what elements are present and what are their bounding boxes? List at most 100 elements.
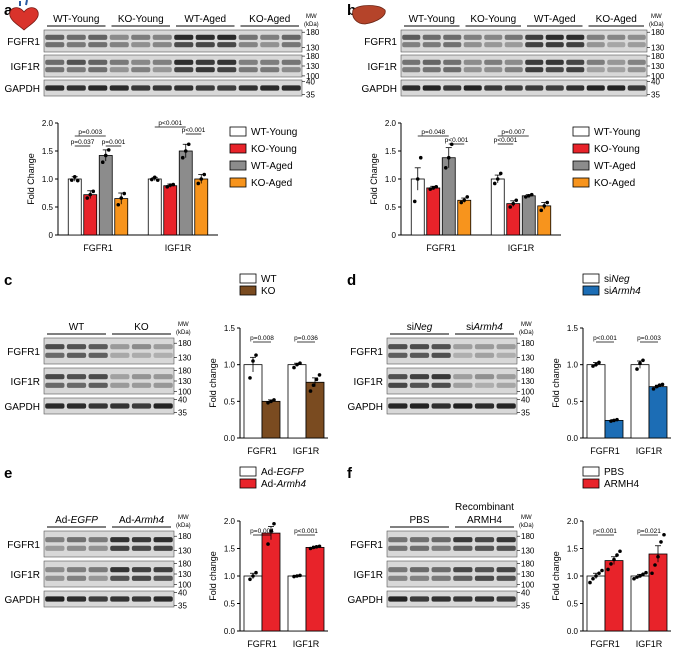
y-tick-label: 1.0 — [385, 175, 397, 184]
data-point — [165, 185, 170, 189]
data-point — [308, 389, 313, 393]
blot-band — [463, 59, 482, 65]
blot-band — [66, 352, 87, 358]
mw-marker: 100 — [178, 387, 192, 396]
data-point — [492, 181, 497, 186]
blot-row-label-fgfr1: FGFR1 — [7, 37, 40, 48]
blot-band — [217, 67, 237, 73]
blot-band — [474, 344, 495, 350]
data-point — [106, 148, 111, 152]
blot-strip-igf1r — [386, 367, 518, 395]
p-value-annotation: p=0.001 — [102, 139, 126, 146]
blot-band — [388, 352, 408, 358]
blot-band — [388, 596, 408, 602]
blot-band — [45, 59, 65, 65]
legend-swatch-0 — [239, 466, 257, 477]
blot-band — [238, 85, 258, 91]
data-point — [202, 172, 207, 177]
data-point — [459, 200, 464, 205]
blot-band — [431, 596, 451, 602]
blot-band — [504, 67, 523, 73]
data-point — [298, 361, 302, 365]
data-point — [272, 398, 276, 402]
blot-band — [545, 59, 564, 65]
blot-band — [109, 42, 129, 48]
data-point — [266, 542, 270, 546]
blot-band — [88, 42, 108, 48]
blot-band — [66, 34, 86, 40]
y-tick-label: 0 — [392, 231, 397, 240]
p-value-annotation: p<0.001 — [593, 528, 617, 535]
blot-band — [195, 67, 215, 73]
mw-marker: 130 — [306, 44, 320, 53]
blot-band — [496, 567, 516, 573]
blot-band — [474, 403, 495, 409]
p-value-annotation: p=0.036 — [294, 335, 318, 342]
data-point — [152, 175, 157, 180]
blot-band — [131, 344, 152, 350]
blot-band — [388, 545, 408, 551]
data-point — [591, 364, 595, 368]
blot-band — [88, 374, 108, 380]
blot-band — [152, 85, 172, 91]
y-tick-label: 0.5 — [224, 397, 236, 406]
blot-band — [474, 374, 495, 380]
blot-band — [217, 42, 237, 48]
mw-marker: 100 — [178, 580, 192, 589]
blot-group-label-0: PBS — [409, 515, 429, 526]
blot-band — [453, 403, 473, 409]
bar-fgfr1-1 — [83, 194, 98, 236]
blot-band — [153, 352, 173, 358]
blot-band — [217, 85, 237, 91]
blot-band — [260, 59, 280, 65]
bar-fgfr1-1 — [261, 532, 281, 632]
blot-band — [474, 545, 495, 551]
mw-marker: 180 — [521, 560, 535, 569]
blot-band — [431, 352, 451, 358]
blot-row-label-igf1r: IGF1R — [11, 62, 40, 73]
blot-group-label-2: WT-Aged — [184, 14, 226, 25]
blot-band — [566, 85, 585, 91]
panel-label-e: e — [4, 465, 13, 482]
panel-label-f: f — [347, 465, 352, 482]
blot-band — [152, 42, 172, 48]
blot-d: siNeg siArmh4 MW(kDa)FGFR1180130IGF1R18013… — [347, 322, 534, 417]
mw-marker: 180 — [521, 532, 535, 541]
blot-band — [504, 42, 523, 48]
data-point — [641, 358, 645, 363]
bar-fgfr1-0 — [586, 364, 606, 439]
data-point — [418, 155, 423, 160]
y-tick-label: 1.0 — [567, 572, 579, 581]
blot-band — [153, 382, 173, 388]
blot-band — [496, 403, 516, 409]
blot-band — [388, 575, 408, 581]
blot-band — [443, 85, 462, 91]
blot-band — [174, 34, 194, 40]
mw-header: MW — [521, 322, 532, 328]
blot-band — [152, 59, 172, 65]
data-point — [431, 186, 436, 190]
blot-band — [45, 42, 65, 48]
blot-band — [217, 59, 237, 65]
blot-band — [45, 34, 65, 40]
bar-igf1r-0 — [147, 178, 162, 236]
blot-band — [422, 59, 441, 65]
data-point — [650, 571, 654, 576]
legend-swatch-0 — [229, 126, 247, 137]
blot-strip-gapdh — [400, 79, 648, 97]
bar-fgfr1-2 — [98, 155, 113, 236]
p-value-annotation: p=0.037 — [71, 139, 95, 146]
blot-band — [195, 42, 215, 48]
data-point — [511, 201, 516, 206]
blot-band — [402, 67, 421, 73]
bar-igf1r-0 — [287, 364, 307, 439]
data-point — [600, 568, 604, 573]
data-point — [609, 419, 613, 423]
data-point — [248, 577, 252, 582]
legend-label-0: Ad-EGFP — [261, 467, 304, 478]
blot-band — [66, 596, 87, 602]
data-point — [465, 195, 470, 199]
blot-band — [110, 575, 130, 581]
mw-marker: 100 — [521, 580, 535, 589]
blot-band — [110, 596, 130, 602]
